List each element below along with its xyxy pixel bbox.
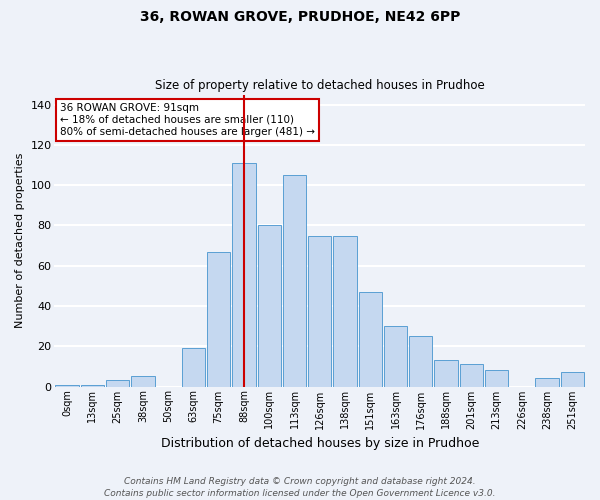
Bar	[334, 236, 356, 386]
Bar	[535, 378, 559, 386]
Text: 36 ROWAN GROVE: 91sqm
← 18% of detached houses are smaller (110)
80% of semi-det: 36 ROWAN GROVE: 91sqm ← 18% of detached …	[60, 104, 315, 136]
Bar	[81, 384, 104, 386]
Bar	[409, 336, 433, 386]
Bar	[106, 380, 129, 386]
Bar	[257, 226, 281, 386]
Bar	[283, 175, 306, 386]
Title: Size of property relative to detached houses in Prudhoe: Size of property relative to detached ho…	[155, 79, 485, 92]
Bar	[359, 292, 382, 386]
Text: 36, ROWAN GROVE, PRUDHOE, NE42 6PP: 36, ROWAN GROVE, PRUDHOE, NE42 6PP	[140, 10, 460, 24]
Bar	[384, 326, 407, 386]
Text: Contains HM Land Registry data © Crown copyright and database right 2024.
Contai: Contains HM Land Registry data © Crown c…	[104, 476, 496, 498]
Bar	[207, 252, 230, 386]
Bar	[131, 376, 155, 386]
Bar	[55, 384, 79, 386]
Bar	[308, 236, 331, 386]
Bar	[182, 348, 205, 387]
Bar	[434, 360, 458, 386]
Y-axis label: Number of detached properties: Number of detached properties	[15, 153, 25, 328]
Bar	[232, 163, 256, 386]
Bar	[460, 364, 483, 386]
Bar	[561, 372, 584, 386]
Bar	[485, 370, 508, 386]
X-axis label: Distribution of detached houses by size in Prudhoe: Distribution of detached houses by size …	[161, 437, 479, 450]
